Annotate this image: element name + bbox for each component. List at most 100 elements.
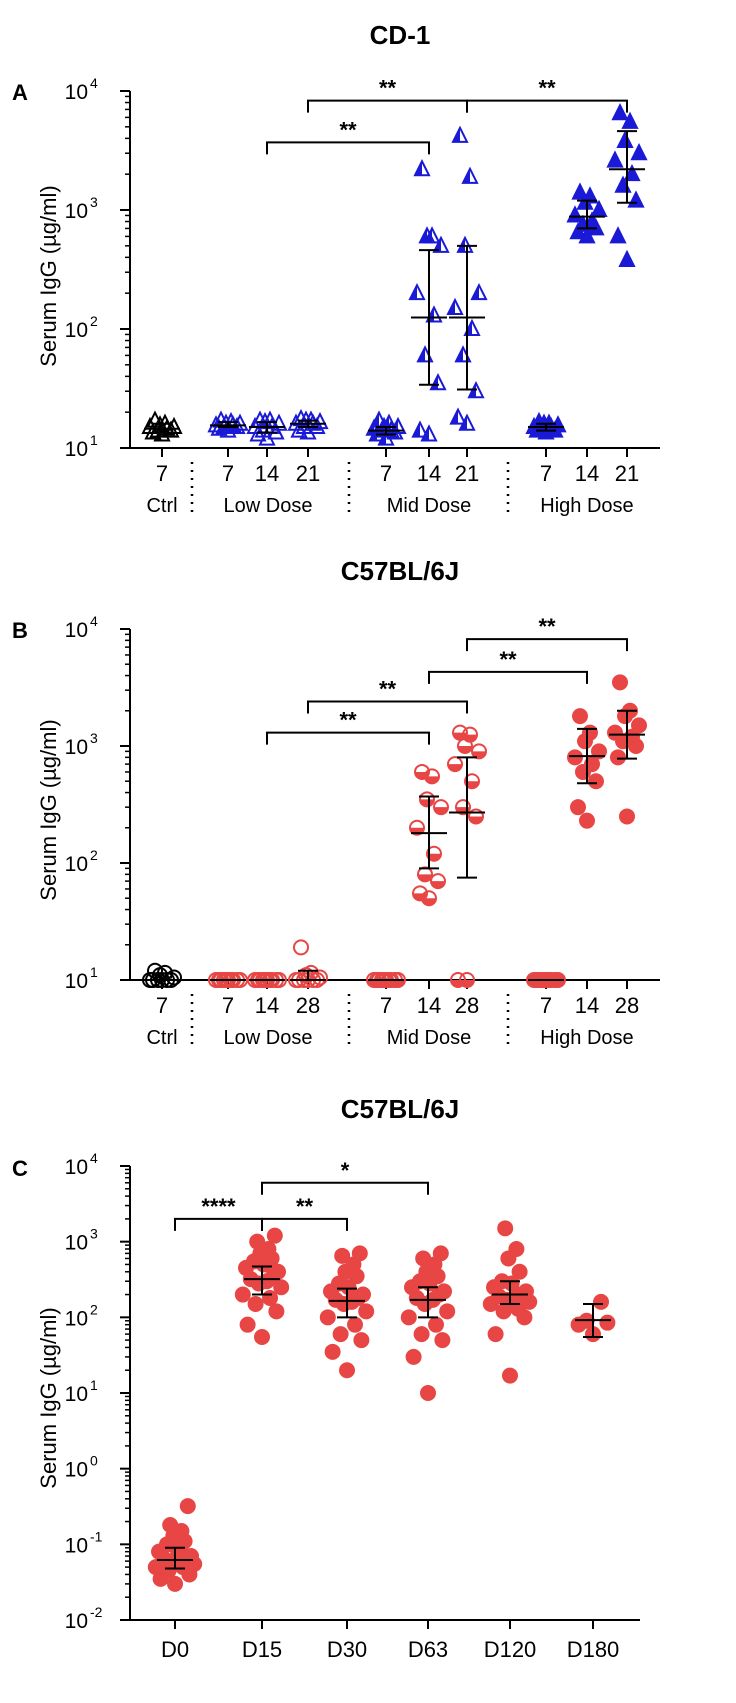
panel-1-data-point (414, 763, 430, 780)
panel-2-data-point (332, 1326, 349, 1343)
panel-0-data-point (432, 235, 450, 253)
panel-2-x-tick-label: D0 (161, 1637, 189, 1662)
panel-2-data-point (334, 1247, 351, 1264)
panel-0-significance-label: ** (538, 76, 556, 101)
panel-2-data-point (239, 1316, 256, 1333)
panel-2-data-point (502, 1367, 518, 1384)
panel-2-data-point (400, 1309, 417, 1326)
panel-2-data-point (260, 1240, 277, 1257)
panel-0-data-point (606, 150, 624, 168)
panel-2-data-point (319, 1309, 336, 1326)
panel-2-y-tick-exponent: 0 (90, 1453, 98, 1469)
panel-1-group-label: Low Dose (224, 1027, 313, 1049)
panel-2-significance-label: **** (201, 1194, 236, 1219)
panel-2-y-tick-exponent: -2 (90, 1604, 103, 1620)
panel-2-data-point (514, 1290, 531, 1307)
panel-1-data-point (584, 756, 600, 773)
panel-2-data-point (234, 1286, 251, 1303)
panel-2-data-point (497, 1220, 514, 1237)
panel-1-significance-bracket (307, 700, 468, 714)
panel-1-y-tick-label: 10 (65, 736, 88, 759)
panel-1-data-point (293, 939, 309, 956)
panel-0-data-point (627, 190, 645, 208)
panel-2-y-tick-exponent: -1 (90, 1528, 103, 1544)
panel-2-x-tick-label: D63 (408, 1637, 448, 1662)
panel-0-y-tick-exponent: 2 (90, 313, 98, 329)
panel-2-data-point (428, 1316, 444, 1333)
panel-0-data-point (590, 199, 608, 217)
panel-1-data-point (619, 808, 635, 825)
panel-2-data-point (339, 1362, 355, 1379)
panel-1-data-point (471, 743, 487, 760)
panel-0-data-point (609, 226, 627, 244)
panel-2-data-point (439, 1303, 456, 1320)
panel-0-y-tick-label: 10 (65, 319, 88, 342)
panel-a-y-axis-label: Serum IgG (µg/ml) (36, 185, 61, 366)
panel-2-data-point (324, 1343, 341, 1360)
panel-0-group-label: Ctrl (146, 495, 177, 517)
panel-2-data-point (347, 1316, 363, 1333)
panel-2-significance-bracket (261, 1217, 348, 1231)
panel-a-title: CD-1 (370, 20, 431, 50)
panel-1-data-point (591, 743, 607, 760)
panel-0-x-tick-label: 21 (455, 461, 479, 486)
panel-0-x-tick-label: 7 (156, 461, 168, 486)
panel-0-data-point (566, 205, 584, 223)
panel-0-data-point (571, 182, 589, 200)
panel-2-y-tick-label: 10 (65, 1534, 88, 1557)
panel-0-data-point (611, 103, 629, 121)
panel-2-significance-bracket (261, 1181, 429, 1195)
panel-2-data-point (262, 1290, 278, 1307)
panel-0-x-tick-label: 14 (575, 461, 599, 486)
panel-0-x-tick-label: 21 (296, 461, 320, 486)
panel-c-letter: C (12, 1156, 28, 1181)
panel-1-group-label: Ctrl (146, 1027, 177, 1049)
panel-2-data-point (358, 1303, 375, 1320)
panel-0-significance-bracket (266, 141, 430, 155)
panel-1-significance-bracket (266, 731, 430, 745)
panel-0-x-tick-label: 7 (380, 461, 392, 486)
panel-2-data-point (270, 1263, 286, 1280)
panel-0-data-point (463, 318, 481, 336)
panel-1-data-point (610, 749, 626, 766)
panel-1-x-tick-label: 28 (455, 993, 479, 1018)
panel-0-x-tick-label: 7 (540, 461, 552, 486)
panel-1-data-point (433, 799, 449, 816)
panel-0-significance-label: ** (379, 76, 397, 101)
panel-1-group-label: Mid Dose (387, 1027, 471, 1049)
panel-2-y-tick-exponent: 2 (90, 1301, 98, 1317)
panel-2-x-tick-label: D30 (327, 1637, 367, 1662)
panel-b-title: C57BL/6J (341, 556, 460, 586)
panel-1-data-point (409, 819, 425, 836)
panel-1-x-tick-label: 14 (255, 993, 279, 1018)
panel-2-y-tick-exponent: 4 (90, 1150, 98, 1166)
panel-b-y-axis-label: Serum IgG (µg/ml) (36, 719, 61, 900)
panel-0-data-point (621, 111, 639, 129)
panel-0-y-tick-label: 10 (65, 81, 88, 104)
panel-1-significance-bracket (466, 638, 628, 652)
panel-0-data-point (618, 249, 636, 268)
panel-1-data-point (631, 717, 647, 734)
panel-a: CD-1 A Serum IgG (µg/ml) 10 110 210 310 47 7 1… (12, 20, 660, 517)
panel-2-data-point (268, 1303, 285, 1320)
panel-2-data-point (436, 1283, 452, 1300)
panel-1-significance-bracket (428, 670, 588, 684)
panel-1-data-point (430, 873, 446, 890)
panel-1-data-point (464, 773, 480, 790)
panel-c-y-axis-label: Serum IgG (µg/ml) (36, 1307, 61, 1488)
panel-2-data-point (266, 1227, 283, 1244)
panel-2-data-point (162, 1517, 179, 1534)
panel-0-y-tick-label: 10 (65, 438, 88, 461)
panel-1-x-tick-label: 7 (222, 993, 234, 1018)
panel-2-y-tick-label: 10 (65, 1156, 88, 1179)
panel-1-data-point (582, 724, 598, 741)
panel-1-y-tick-exponent: 1 (90, 964, 98, 980)
panel-1-y-tick-label: 10 (65, 619, 88, 642)
panel-1-data-point (426, 845, 442, 862)
panel-0-x-tick-label: 21 (615, 461, 639, 486)
panel-0-data-point (413, 159, 431, 177)
panel-2-y-tick-label: 10 (65, 1459, 88, 1482)
